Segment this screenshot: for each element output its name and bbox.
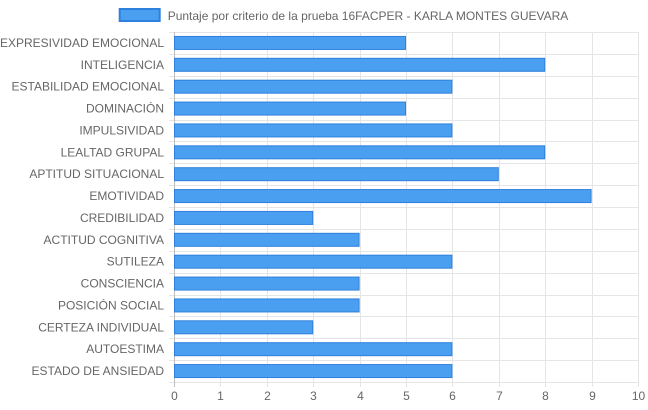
legend-swatch — [118, 8, 161, 22]
category-label: IMPULSIVIDAD — [79, 123, 164, 137]
x-tick-label: 8 — [542, 389, 549, 403]
category-label: ESTADO DE ANSIEDAD — [32, 364, 165, 378]
x-tick-label: 4 — [357, 389, 364, 403]
bar[interactable] — [174, 232, 360, 247]
bars — [174, 35, 592, 379]
bar[interactable] — [174, 123, 453, 138]
category-label: APTITUD SITUACIONAL — [29, 167, 164, 181]
x-tick-labels: 0 1 2 3 4 5 6 7 8 9 10 — [171, 389, 645, 403]
bar[interactable] — [174, 320, 314, 335]
x-tick-label: 0 — [171, 389, 178, 403]
grid — [169, 32, 639, 387]
x-tick-label: 2 — [264, 389, 271, 403]
x-tick-label: 1 — [217, 389, 224, 403]
category-label: DOMINACIÓN — [86, 101, 164, 116]
bar[interactable] — [174, 342, 453, 357]
category-label: CREDIBILIDAD — [80, 211, 164, 225]
bar[interactable] — [174, 145, 546, 160]
bar[interactable] — [174, 57, 546, 72]
bar[interactable] — [174, 254, 453, 269]
category-label: INTELIGENCIA — [81, 58, 164, 72]
category-label: CONSCIENCIA — [81, 277, 164, 291]
category-label: ESTABILIDAD EMOCIONAL — [12, 80, 165, 94]
legend[interactable]: Puntaje por criterio de la prueba 16FACP… — [118, 8, 569, 23]
category-label: POSICIÓN SOCIAL — [58, 297, 164, 312]
category-label: ACTITUD COGNITIVA — [44, 233, 164, 247]
bar[interactable] — [174, 364, 453, 379]
bar[interactable] — [174, 298, 360, 313]
bar[interactable] — [174, 35, 406, 50]
bar[interactable] — [174, 189, 592, 204]
category-label: AUTOESTIMA — [86, 342, 164, 356]
category-label: EXPRESIVIDAD EMOCIONAL — [0, 36, 164, 50]
x-tick-label: 3 — [310, 389, 317, 403]
bar[interactable] — [174, 167, 499, 182]
bar[interactable] — [174, 276, 360, 291]
x-tick-label: 9 — [589, 389, 596, 403]
category-label: SUTILEZA — [107, 255, 164, 269]
x-tick-label: 5 — [403, 389, 410, 403]
category-labels: EXPRESIVIDAD EMOCIONAL INTELIGENCIA ESTABI… — [0, 36, 164, 378]
x-tick-label: 10 — [632, 389, 646, 403]
bar[interactable] — [174, 210, 314, 225]
bar[interactable] — [174, 79, 453, 94]
bar[interactable] — [174, 101, 406, 116]
category-label: EMOTIVIDAD — [89, 189, 164, 203]
x-tick-label: 7 — [496, 389, 503, 403]
category-label: CERTEZA INDIVIDUAL — [38, 320, 164, 334]
x-tick-label: 6 — [449, 389, 456, 403]
legend-label: Puntaje por criterio de la prueba 16FACP… — [168, 9, 569, 23]
category-label: LEALTAD GRUPAL — [61, 145, 165, 159]
